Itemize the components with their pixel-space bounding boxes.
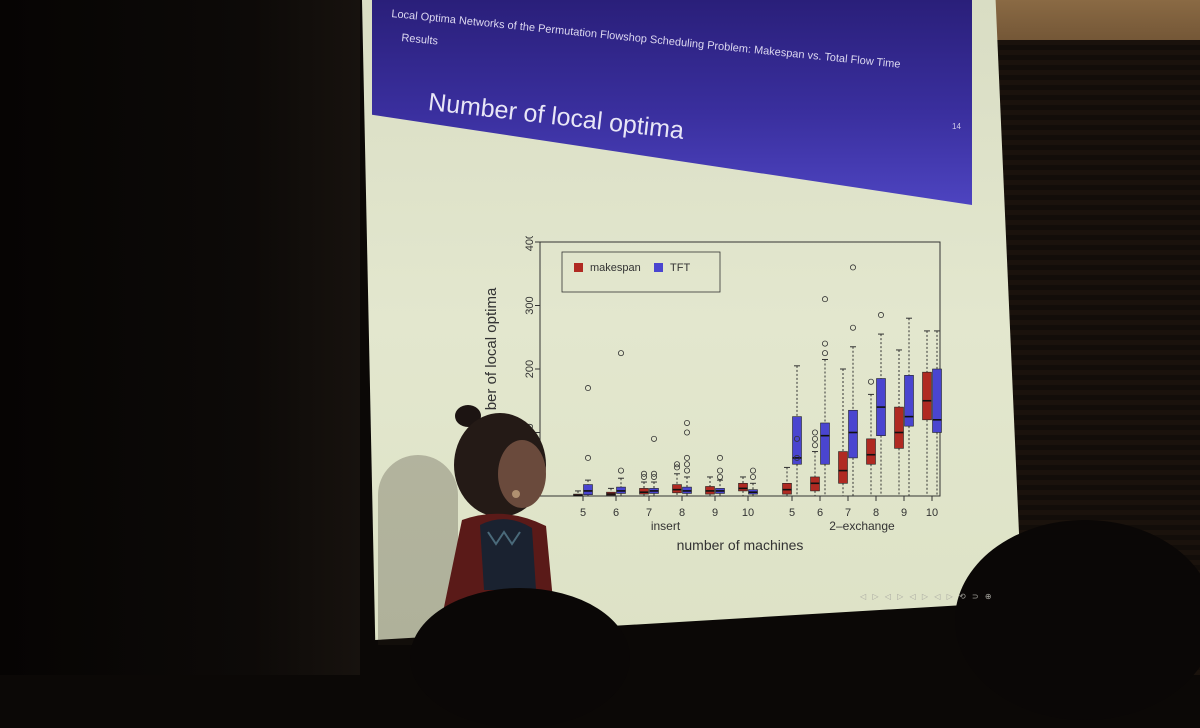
tft-outlier <box>793 454 800 461</box>
makespan-box <box>922 371 932 421</box>
makespan-outlier <box>640 473 647 480</box>
x-tick-label: 7 <box>646 507 652 519</box>
makespan-outlier <box>811 435 818 442</box>
tft-outlier <box>683 461 690 468</box>
y-tick-label: 200 <box>524 360 536 378</box>
tft-outlier <box>749 473 756 480</box>
makespan-box <box>838 451 848 484</box>
makespan-box <box>894 406 904 449</box>
tft-box <box>932 368 942 433</box>
tft-outlier <box>716 454 723 461</box>
x-tick-label: 8 <box>679 507 685 519</box>
tft-outlier <box>849 324 856 331</box>
x-tick-label: 9 <box>901 507 907 519</box>
y-tick-label: 300 <box>524 296 536 314</box>
slide-page-number: 14 <box>952 122 961 131</box>
tft-outlier <box>683 454 690 461</box>
plot-frame <box>539 241 941 497</box>
legend-label-makespan: makespan <box>590 262 641 274</box>
tft-outlier <box>716 467 723 474</box>
x-tick-label: 10 <box>926 507 938 519</box>
x-tick-label: 6 <box>613 507 619 519</box>
tft-outlier <box>585 385 592 392</box>
y-axis-label: ber of local optima <box>483 287 500 410</box>
tft-box <box>820 422 830 465</box>
tft-outlier <box>683 429 690 436</box>
tft-box <box>792 416 802 465</box>
makespan-outlier <box>811 429 818 436</box>
tft-outlier <box>650 473 657 480</box>
group-label-2-exchange: 2–exchange <box>829 519 895 533</box>
x-tick-label: 5 <box>580 507 586 519</box>
tft-outlier <box>877 312 884 319</box>
legend-swatch-makespan <box>574 263 583 272</box>
tft-outlier <box>683 467 690 474</box>
x-tick-label: 9 <box>712 507 718 519</box>
makespan-outlier <box>811 442 818 449</box>
tft-outlier <box>749 467 756 474</box>
tft-outlier <box>821 296 828 303</box>
x-tick-label: 7 <box>845 507 851 519</box>
tft-outlier <box>716 473 723 480</box>
group-label-insert: insert <box>651 519 681 533</box>
tft-outlier <box>821 350 828 357</box>
tft-outlier <box>821 340 828 347</box>
makespan-outlier <box>867 378 874 385</box>
tft-outlier <box>650 435 657 442</box>
makespan-box <box>866 438 876 465</box>
makespan-box <box>672 484 682 494</box>
x-tick-label: 5 <box>789 507 795 519</box>
makespan-box <box>782 483 792 495</box>
tft-outlier <box>683 419 690 426</box>
tft-outlier <box>585 454 592 461</box>
tft-outlier <box>793 435 800 442</box>
dark-room-left <box>0 0 360 675</box>
makespan-outlier <box>673 461 680 468</box>
makespan-outlier <box>673 464 680 471</box>
slide-navigation-symbols: ◁ ▷ ◁ ▷ ◁ ▷ ◁ ▷ ⟲ ⊃ ⊕ <box>860 592 994 601</box>
tft-outlier <box>617 350 624 357</box>
legend-swatch-tft <box>654 263 663 272</box>
makespan-box <box>639 488 649 495</box>
x-tick-label: 8 <box>873 507 879 519</box>
audience-head <box>955 520 1200 720</box>
x-tick-label: 6 <box>817 507 823 519</box>
x-axis-label: number of machines <box>677 537 804 553</box>
audience-head <box>410 588 630 728</box>
tft-outlier <box>650 470 657 477</box>
tft-box <box>583 484 593 496</box>
makespan-box <box>738 483 748 492</box>
tft-box <box>904 375 914 427</box>
x-tick-label: 10 <box>742 507 754 519</box>
legend-label-tft: TFT <box>670 262 690 274</box>
tft-outlier <box>617 467 624 474</box>
legend-box <box>561 251 721 293</box>
makespan-outlier <box>640 470 647 477</box>
tft-box <box>848 409 858 459</box>
y-tick-label: 400 <box>524 236 536 251</box>
tft-outlier <box>849 264 856 271</box>
